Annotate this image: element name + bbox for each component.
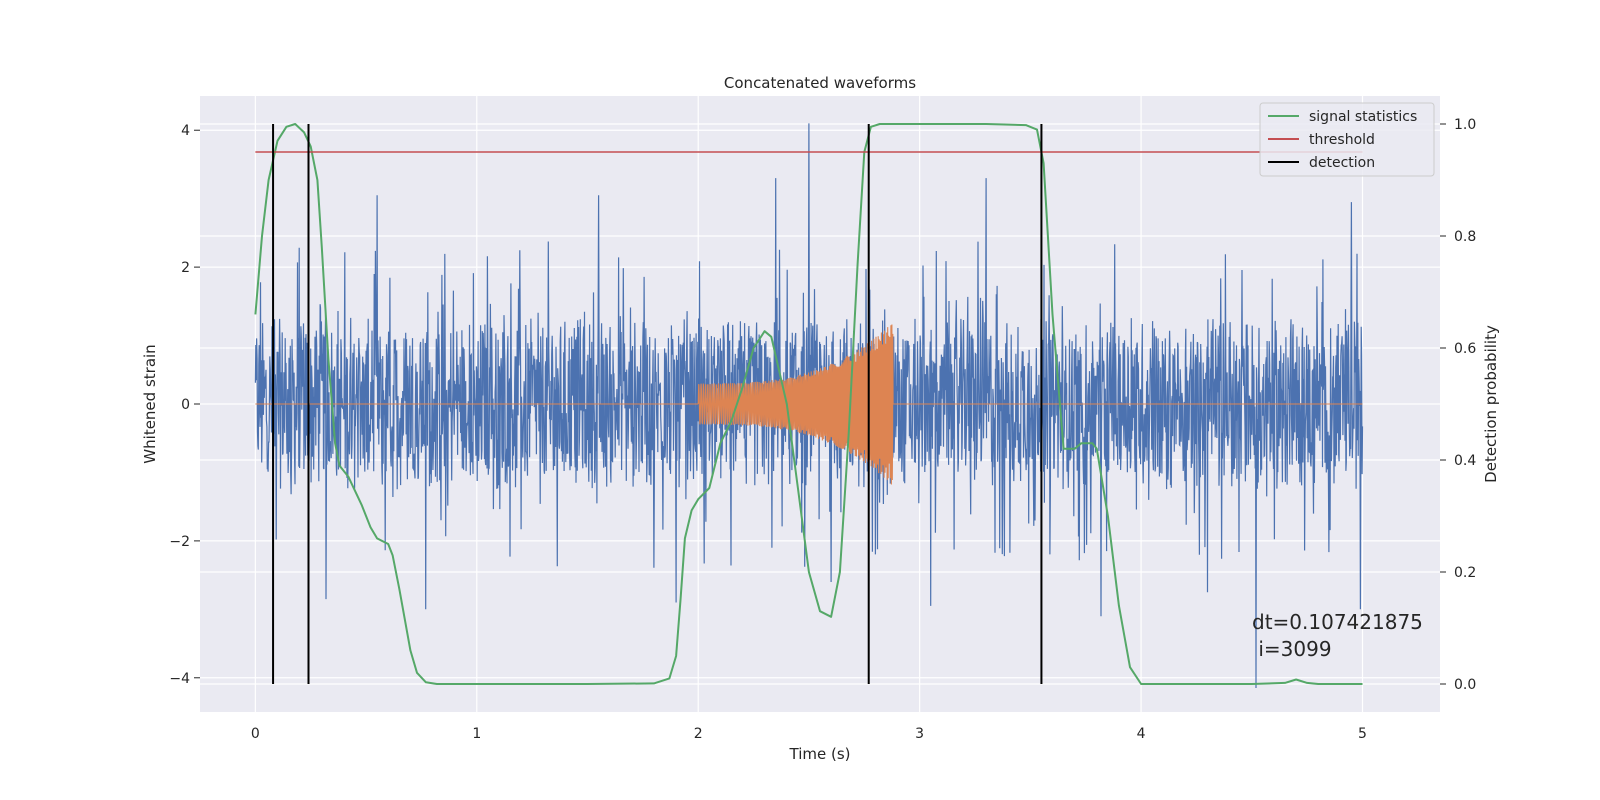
legend-label-detection: detection: [1309, 155, 1375, 171]
legend-label-signal-statistics: signal statistics: [1309, 109, 1417, 125]
right-axis-ticks: 0.0 0.2 0.4 0.6 0.8 1.0: [1440, 117, 1476, 693]
plot-area: [254, 123, 1364, 689]
y-tick-label: 0: [181, 397, 190, 413]
x-tick-label: 2: [694, 726, 703, 742]
probability-series: [254, 123, 1363, 685]
y-tick-label: 2: [181, 260, 190, 276]
right-tick-label: 0.0: [1454, 677, 1476, 693]
y-tick-label: 4: [181, 123, 190, 139]
grid: [200, 96, 1440, 712]
legend-label-threshold: threshold: [1309, 132, 1375, 148]
y-axis-ticks: −4 −2 0 2 4: [169, 123, 200, 687]
annotation-line: i=3099: [1252, 637, 1332, 661]
legend-frame: [1259, 102, 1435, 177]
y-tick-label: −2: [169, 534, 190, 550]
legend: signal statistics threshold detection: [1259, 102, 1435, 177]
y-axis-label: Whitened strain: [141, 344, 159, 463]
right-tick-label: 0.8: [1454, 229, 1476, 245]
x-tick-label: 0: [251, 726, 260, 742]
signal-statistics-line: [254, 123, 1363, 685]
x-tick-label: 3: [915, 726, 924, 742]
right-tick-label: 1.0: [1454, 117, 1476, 133]
x-tick-label: 1: [472, 726, 481, 742]
x-tick-label: 5: [1358, 726, 1367, 742]
axes: 0 1 2 3 4 5 −4 −2 0 2 4 0.0 0.2 0.4 0.6 0.8 1.0: [169, 96, 1476, 742]
right-axis-label: Detection probability: [1482, 325, 1500, 483]
chirp-series-line: [255, 324, 1363, 485]
annotation-line: dt=0.107421875: [1252, 610, 1423, 634]
right-tick-label: 0.4: [1454, 453, 1476, 469]
noise-series-line: [254, 123, 1364, 689]
y-tick-label: −4: [169, 671, 190, 687]
chart-title: Concatenated waveforms: [724, 74, 916, 92]
x-axis-label: Time (s): [789, 745, 851, 763]
x-tick-label: 4: [1137, 726, 1146, 742]
right-tick-label: 0.6: [1454, 341, 1476, 357]
annotation-text: dt=0.107421875 i=3099: [1252, 610, 1423, 661]
right-tick-label: 0.2: [1454, 565, 1476, 581]
x-axis-ticks: 0 1 2 3 4 5: [251, 726, 1367, 742]
